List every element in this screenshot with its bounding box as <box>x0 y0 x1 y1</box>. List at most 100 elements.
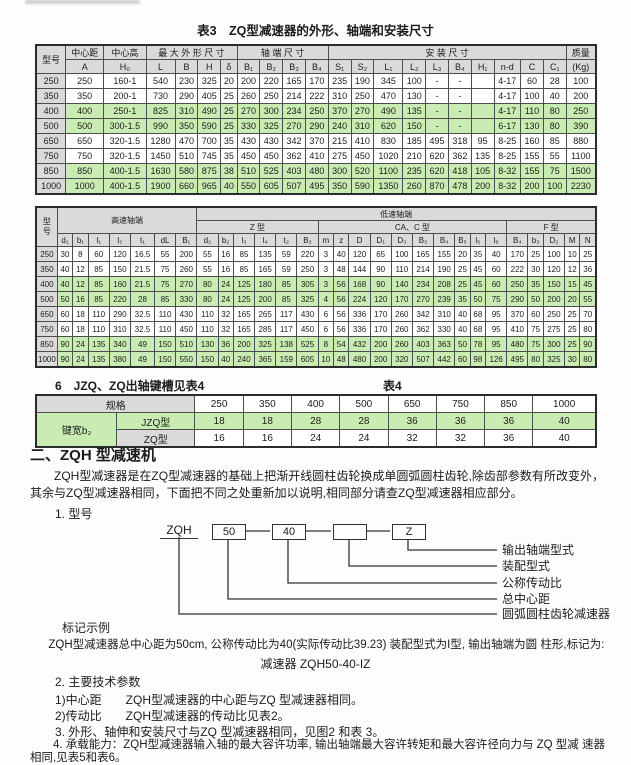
cell: 36 <box>579 261 597 277</box>
header-cell: 轴 端 尺 寸 <box>236 44 329 60</box>
cell: 18 <box>194 412 244 430</box>
cell: 40 <box>454 306 471 322</box>
cell: - <box>447 88 472 104</box>
cell: 56 <box>332 276 350 292</box>
cell: 170 <box>369 321 392 337</box>
cell: 120 <box>348 246 371 262</box>
table-row: 250 250 160-1 540 230 325 20 200 220 165 170 235 190… <box>35 73 597 89</box>
cell: 24 <box>339 429 389 448</box>
cell: 830 <box>373 133 404 149</box>
cell: 870 <box>425 178 449 195</box>
cell: 100 <box>542 178 567 195</box>
cell: 105 <box>470 163 495 179</box>
cell: 20 <box>220 73 238 89</box>
cell: 36 <box>217 336 234 352</box>
header-cell: CA、C 型 <box>317 220 508 234</box>
cell: 750 <box>65 148 105 164</box>
cell: 222 <box>304 88 329 104</box>
cell: 490 <box>197 103 222 119</box>
cell: 200 <box>470 178 495 195</box>
header-cell: L <box>145 59 176 74</box>
cell: 285 <box>254 321 277 337</box>
cell: 18 <box>72 306 89 322</box>
cell: 165 <box>254 261 277 277</box>
cell: 60 <box>56 306 74 322</box>
cell: 650 <box>35 133 67 149</box>
cell: 325 <box>542 351 566 368</box>
cell: 80 <box>542 103 567 119</box>
cell: 507 <box>282 178 306 195</box>
cropped-text-artifact <box>25 0 140 4</box>
cell: 45 <box>469 276 487 292</box>
cell: 25 <box>563 336 581 352</box>
cell: ZQ型 <box>116 429 196 448</box>
cell: 8-32 <box>493 178 522 195</box>
cell: 25 <box>527 246 544 262</box>
header-cell: 安 装 尺 寸 <box>327 44 567 60</box>
cell: 495 <box>425 133 449 149</box>
cell: 135 <box>87 336 110 352</box>
cell: 90 <box>56 336 74 352</box>
cell: 239 <box>433 291 456 307</box>
cell: 605 <box>296 351 319 368</box>
header-cell: L₃ <box>425 59 449 74</box>
cell: 250 <box>542 306 566 322</box>
cell: 240 <box>327 118 352 134</box>
cell: 100 <box>542 246 566 262</box>
cell: 48 <box>332 351 350 368</box>
table-row: 规格 250 350 400 500 650 750 850 1000 <box>35 394 597 413</box>
cell: 525 <box>296 336 319 352</box>
cell: 270 <box>350 103 375 119</box>
cell: 260 <box>390 321 413 337</box>
cell: 50 <box>56 291 74 307</box>
cell: 200 <box>175 246 198 262</box>
cell: 90 <box>56 351 74 368</box>
cell: 56 <box>332 321 350 337</box>
cell: 400 <box>35 103 67 119</box>
diagram-model-prefix: ZQH <box>160 523 198 539</box>
cell: 21.5 <box>129 261 155 277</box>
table-row: 350 40 12 85 150 21.5 75 260 55 16 85 165 59 250 3 48 14… <box>35 261 597 277</box>
cell: 235 <box>402 163 427 179</box>
cell: 150 <box>402 118 427 134</box>
table3-title: 表3 ZQ型减速器的外形、轴端和安装尺寸 <box>197 24 434 38</box>
cell: 25 <box>220 88 238 104</box>
cell: 135 <box>87 351 110 368</box>
cell: 450 <box>350 148 375 164</box>
cell: 410 <box>350 133 375 149</box>
cell: 75 <box>485 291 508 307</box>
cell: 68 <box>469 306 487 322</box>
cell: 3 <box>317 276 335 292</box>
cell: 21.5 <box>129 276 155 292</box>
cell: 825 <box>145 103 176 119</box>
cell: 120 <box>542 261 566 277</box>
cell: 75 <box>153 276 177 292</box>
cell: 95 <box>485 306 508 322</box>
cell: 700 <box>197 133 222 149</box>
cell: 410 <box>304 148 329 164</box>
header-cell: C <box>520 59 544 74</box>
header-cell: 型 号 <box>35 206 58 247</box>
cell: 470 <box>373 88 404 104</box>
cell: 60 <box>87 246 110 262</box>
table-row: 650 60 18 110 290 32.5 110 430 110 32 165 265 117 430… <box>35 306 597 322</box>
list-item-ratio: 2)传动比 ZQH型减速器的传动比见表2。 <box>55 709 290 723</box>
cell: 580 <box>174 163 199 179</box>
cell: 28 <box>339 412 389 430</box>
cell <box>470 73 495 89</box>
cell: 250 <box>65 73 105 89</box>
header-cell: b₁ <box>72 233 89 247</box>
cell: 95 <box>470 133 495 149</box>
cell: 500 <box>35 118 67 134</box>
cell: 40 <box>485 246 508 262</box>
table-row: 750 750 320-1.5 1450 510 745 35 450 450 362 410 275… <box>35 148 597 164</box>
cell: 85 <box>87 291 110 307</box>
cell: 95 <box>485 321 508 337</box>
cell: 370 <box>506 306 529 322</box>
cell: 200 <box>369 351 392 368</box>
cell: 135 <box>402 103 427 119</box>
cell: 850 <box>484 394 534 413</box>
cell: 135 <box>470 148 495 164</box>
cell: 25 <box>220 103 238 119</box>
cell: 1450 <box>145 148 176 164</box>
